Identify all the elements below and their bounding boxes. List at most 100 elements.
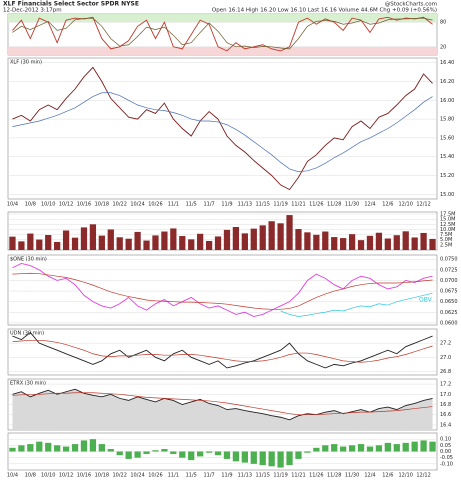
y-tick-label: 80 (440, 20, 446, 26)
x-tick-label: 10/8 (25, 473, 36, 479)
x-tick-label: 12/10 (399, 202, 413, 208)
bar (232, 226, 240, 250)
x-tick-label: 11/26 (309, 473, 323, 479)
y-tick-label: 0.0725 (440, 267, 458, 273)
bar (107, 229, 114, 250)
x-tick-label: 10/22 (113, 202, 127, 208)
bar (402, 442, 409, 452)
bar (304, 451, 311, 453)
series-line (12, 17, 433, 50)
y-tick-label: 0.0600 (440, 320, 458, 326)
x-tick-label: 10/16 (77, 473, 91, 479)
bar (107, 449, 114, 452)
series-line (12, 392, 433, 416)
bar (116, 451, 123, 456)
series-line (12, 339, 433, 363)
x-tick-label: 10/10 (41, 473, 55, 479)
bar (45, 442, 52, 452)
overbought-zone (8, 14, 437, 23)
series-line (12, 272, 433, 310)
bar (80, 227, 88, 250)
bar (188, 239, 195, 250)
bar (429, 441, 436, 452)
x-tick-label: 11/1 (168, 473, 179, 479)
series-line (12, 263, 433, 317)
x-tick-label: 11/7 (203, 202, 214, 208)
bar (152, 235, 159, 250)
x-tick-label: 10/8 (25, 202, 36, 208)
bar (241, 233, 248, 250)
panel-label: XLF (30 min) (10, 60, 42, 66)
x-tick-label: 11/5 (186, 202, 197, 208)
bar (268, 451, 275, 467)
bar (295, 229, 302, 250)
bar (411, 441, 418, 452)
x-tick-label: 11/28 (327, 473, 341, 479)
y-tick-label: 0.0650 (440, 299, 458, 305)
bar (420, 232, 427, 250)
bar (170, 451, 177, 454)
bar (116, 237, 123, 250)
x-tick-label: 10/18 (95, 202, 109, 208)
bar (340, 446, 347, 452)
x-tick-label: 10/18 (95, 473, 109, 479)
x-tick-label: 12/4 (364, 473, 375, 479)
bar (286, 451, 293, 466)
bar (348, 234, 356, 250)
bar (331, 444, 338, 452)
x-tick-label: 11/15 (256, 202, 270, 208)
y-tick-label: 16.00 (440, 98, 454, 104)
bar (143, 240, 150, 250)
bar (331, 237, 338, 250)
y-tick-label: 16.6 (440, 412, 451, 418)
y-tick-label: 10.0M (440, 227, 455, 233)
y-tick-label: 15.40 (440, 154, 454, 160)
bar (277, 223, 284, 250)
annotation: OBV (419, 297, 433, 304)
y-tick-label: 0.0675 (440, 289, 458, 295)
source: @StockCharts.com (385, 2, 437, 8)
bar (375, 232, 383, 250)
chart-subtitle: 12-Dec-2012 3:17pm (3, 8, 62, 14)
x-tick-label: 11/19 (273, 202, 287, 208)
bar (366, 446, 374, 452)
y-tick-label: 2.5M (440, 242, 452, 248)
bar (71, 237, 79, 250)
bar (268, 221, 275, 250)
bar (89, 224, 97, 250)
bar (170, 228, 177, 250)
bar (304, 232, 311, 250)
x-tick-label: 12/12 (416, 473, 430, 479)
panel-frame (7, 57, 438, 200)
x-tick-label: 10/26 (148, 473, 162, 479)
y-tick-label: 0.05 (440, 443, 451, 449)
y-tick-label: 0.10 (440, 437, 451, 443)
bar (197, 233, 204, 250)
bar (429, 238, 436, 250)
bar (27, 233, 34, 250)
x-tick-label: 11/21 (291, 202, 305, 208)
bar (71, 444, 79, 452)
y-tick-label: 17.0 (440, 392, 451, 398)
bar (89, 439, 97, 452)
bar (205, 451, 213, 453)
y-tick-label: 0.0625 (440, 310, 458, 316)
x-tick-label: 11/19 (273, 473, 287, 479)
quote: Open 16.14 High 16.20 Low 16.10 Last 16.… (212, 8, 437, 14)
bar (161, 231, 168, 250)
y-tick-label: 0.0750 (440, 257, 458, 263)
y-tick-label: 5.0M (440, 237, 452, 243)
bar (9, 447, 16, 452)
bar (161, 449, 168, 452)
x-tick-label: 11/26 (309, 202, 323, 208)
x-tick-label: 10/26 (148, 202, 162, 208)
panel-label: $ONE (30 min) (10, 257, 47, 263)
oversold-zone (8, 46, 437, 55)
bar (197, 451, 204, 457)
bar (45, 235, 52, 250)
x-tick-label: 11/9 (221, 473, 232, 479)
bar (134, 231, 141, 250)
bar (179, 451, 186, 458)
x-tick-label: 10/24 (130, 202, 144, 208)
bar (9, 236, 16, 250)
